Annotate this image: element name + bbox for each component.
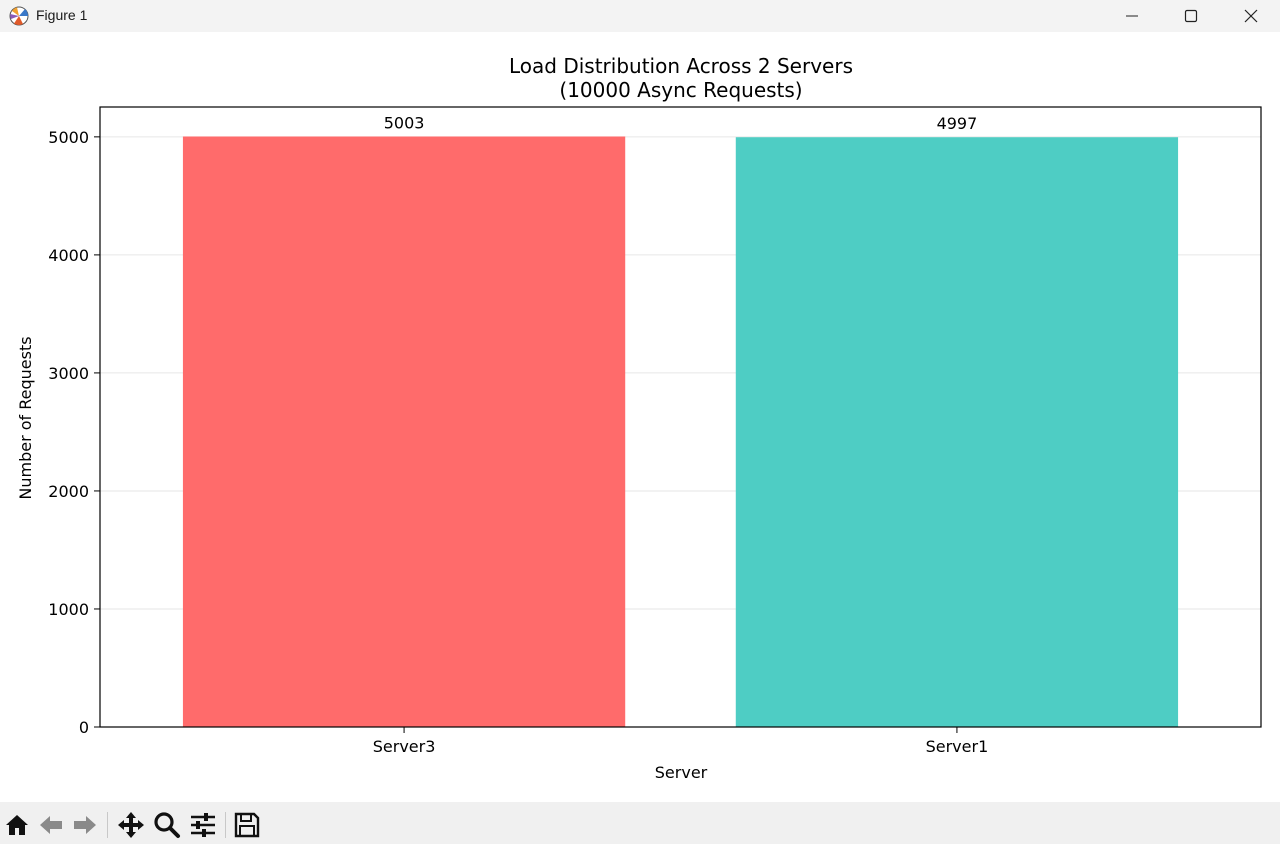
y-tick-label: 2000: [48, 482, 89, 501]
maximize-button[interactable]: [1161, 0, 1221, 32]
back-arrow-icon: [40, 816, 62, 834]
navigation-toolbar: [0, 802, 1280, 844]
configure-subplots-button[interactable]: [188, 810, 218, 840]
forward-button[interactable]: [70, 810, 100, 840]
y-tick-label: 5000: [48, 128, 89, 147]
y-tick-label: 3000: [48, 364, 89, 383]
figure-canvas[interactable]: Load Distribution Across 2 Servers (1000…: [0, 32, 1280, 802]
close-icon: [1244, 9, 1258, 23]
x-tick-label: Server3: [373, 737, 436, 756]
close-button[interactable]: [1221, 0, 1280, 32]
matplotlib-icon: [9, 6, 29, 26]
minimize-button[interactable]: [1102, 0, 1162, 32]
home-icon: [6, 815, 28, 835]
bar-value-label: 4997: [937, 114, 978, 133]
bar-chart: Load Distribution Across 2 Servers (1000…: [16, 54, 1262, 782]
bars: 5003 4997: [182, 114, 1179, 728]
minimize-icon: [1126, 15, 1138, 17]
maximize-icon: [1184, 9, 1198, 23]
window-titlebar: Figure 1: [0, 0, 1280, 32]
x-tick-label: Server1: [926, 737, 989, 756]
save-icon: [234, 812, 260, 838]
plot-frame: [99, 106, 1262, 728]
toolbar-separator: [107, 812, 108, 838]
y-tick-label: 0: [79, 718, 89, 737]
bar-server3: [182, 136, 626, 727]
back-button[interactable]: [36, 810, 66, 840]
y-tick-label: 1000: [48, 600, 89, 619]
pan-icon: [118, 812, 144, 838]
axes: Server3 Server1 0 1000 2000 3000 4000 5000: [48, 106, 1262, 756]
x-axis-label: Server: [655, 763, 708, 782]
zoom-button[interactable]: [152, 810, 182, 840]
window-title: Figure 1: [36, 7, 88, 23]
y-axis-label: Number of Requests: [16, 336, 35, 499]
save-button[interactable]: [232, 810, 262, 840]
y-tick-label: 4000: [48, 246, 89, 265]
chart-subtitle: (10000 Async Requests): [559, 78, 802, 102]
home-button[interactable]: [2, 810, 32, 840]
forward-arrow-icon: [74, 816, 96, 834]
pan-button[interactable]: [116, 810, 146, 840]
chart-title: Load Distribution Across 2 Servers: [509, 54, 853, 78]
bar-value-label: 5003: [384, 114, 425, 133]
toolbar-separator: [225, 812, 226, 838]
bar-server1: [735, 137, 1179, 728]
configure-subplots-icon: [191, 813, 215, 837]
zoom-icon: [154, 812, 180, 838]
